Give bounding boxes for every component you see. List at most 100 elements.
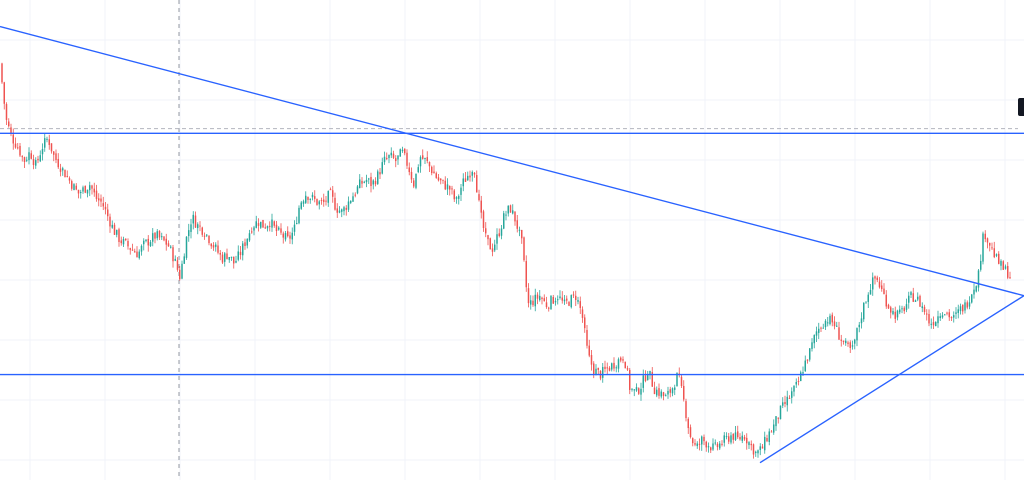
candle-body [104, 206, 107, 210]
candle-body [404, 148, 406, 154]
candle-body [161, 236, 163, 238]
candle-body [842, 340, 845, 343]
candle-body [307, 197, 309, 200]
candle-body [851, 345, 854, 347]
candle-body [593, 363, 595, 374]
candle-body [354, 194, 356, 196]
candle-body [467, 175, 469, 181]
candle-body [143, 240, 145, 245]
candle-body [964, 302, 966, 311]
candle-body [548, 307, 550, 309]
candle-body [311, 194, 314, 198]
candle-body [89, 185, 91, 191]
candle-body [28, 152, 30, 161]
candle-body [318, 201, 320, 205]
candle-body [170, 246, 172, 248]
candle-body [521, 229, 523, 239]
candle-body [37, 158, 39, 161]
candle-body [802, 372, 804, 374]
candle-body [770, 431, 773, 433]
candle-body [617, 359, 620, 369]
candle-body [66, 175, 68, 177]
candle-body [368, 178, 370, 180]
candle-body [750, 443, 752, 446]
candle-body [584, 317, 586, 329]
candle-body [239, 251, 242, 255]
candle-body [206, 234, 208, 236]
candle-body [995, 254, 998, 256]
candle-body [786, 396, 788, 406]
candle-body [550, 295, 552, 309]
candle-body [903, 307, 905, 312]
candle-body [509, 205, 512, 213]
candle-body [329, 189, 332, 191]
candle-body [707, 446, 710, 448]
candle-body [773, 424, 775, 433]
candle-body [993, 248, 995, 258]
candle-body [847, 342, 849, 344]
candle-body [624, 361, 626, 369]
candle-body [892, 311, 894, 315]
candle-body [811, 342, 813, 349]
candle-body [478, 194, 480, 201]
candle-body [833, 321, 836, 327]
candle-body [347, 201, 350, 210]
candle-body [102, 203, 104, 207]
candle-body [757, 450, 759, 454]
candle-body [946, 312, 948, 314]
candle-body [982, 233, 984, 262]
candle-body [611, 363, 613, 370]
candle-body [370, 176, 372, 187]
candle-body [752, 444, 755, 455]
candle-body [55, 153, 57, 161]
candle-body [516, 220, 518, 229]
candle-body [185, 236, 188, 258]
candle-body [939, 316, 941, 319]
candle-body [71, 181, 73, 189]
candle-body [725, 436, 728, 438]
candle-body [881, 285, 883, 290]
candle-body [541, 297, 543, 299]
candle-body [136, 251, 138, 258]
candle-body [856, 328, 858, 341]
candle-body [863, 302, 865, 320]
candle-body [320, 199, 323, 201]
candle-body [399, 149, 401, 157]
candle-body [125, 238, 127, 241]
candle-body [345, 207, 347, 210]
candle-body [10, 127, 12, 133]
candle-body [451, 188, 453, 190]
candle-body [867, 294, 869, 302]
candle-body [77, 189, 80, 194]
candle-body [660, 391, 662, 397]
candle-body [633, 389, 635, 391]
candle-body [395, 158, 397, 162]
candle-body [300, 202, 302, 209]
candle-body [813, 335, 815, 344]
candle-body [962, 304, 964, 312]
candle-body [469, 175, 471, 178]
candle-body [255, 221, 257, 228]
candle-body [680, 376, 683, 386]
candle-body [291, 232, 293, 240]
candle-body [500, 228, 503, 236]
candle-body [5, 104, 8, 120]
candle-body [669, 389, 671, 393]
candle-body [446, 184, 449, 190]
candle-body [1009, 277, 1011, 279]
candle-body [113, 224, 116, 235]
candle-body [174, 258, 176, 261]
candle-body [109, 216, 111, 227]
candle-body [419, 157, 422, 167]
candle-body [219, 253, 221, 255]
candle-body [581, 309, 584, 318]
candle-body [512, 210, 514, 214]
candle-body [39, 155, 41, 162]
candle-body [458, 196, 460, 199]
candle-body [554, 301, 557, 303]
candle-body [163, 236, 165, 241]
candle-body [602, 367, 604, 378]
